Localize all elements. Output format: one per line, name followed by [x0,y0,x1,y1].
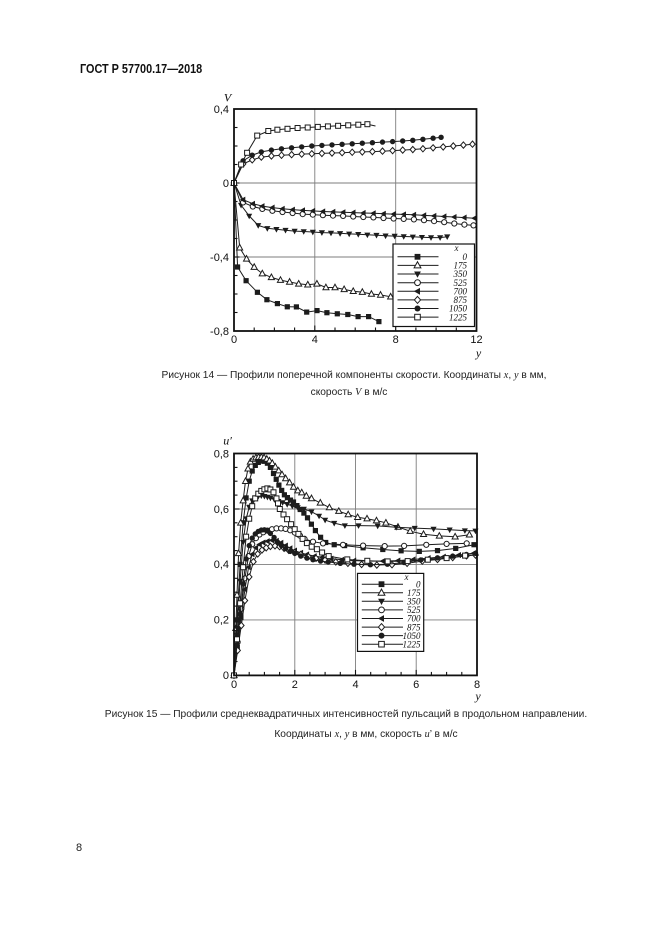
svg-text:0,4: 0,4 [214,559,229,571]
svg-text:875: 875 [454,295,468,305]
svg-text:0: 0 [463,252,468,262]
svg-text:1050: 1050 [403,631,422,641]
svg-text:4: 4 [352,679,358,691]
svg-text:-0,4: -0,4 [210,252,229,264]
svg-text:1225: 1225 [403,639,422,649]
svg-text:0,4: 0,4 [214,104,229,116]
svg-text:x: x [454,243,459,253]
svg-text:8: 8 [393,334,399,346]
svg-text:0,2: 0,2 [214,615,229,627]
svg-text:875: 875 [407,622,421,632]
svg-text:6: 6 [413,679,419,691]
svg-text:u′: u′ [223,434,232,448]
svg-text:0: 0 [223,178,229,190]
svg-text:0,6: 0,6 [214,504,229,516]
svg-text:175: 175 [454,261,468,271]
svg-text:y: y [475,346,482,360]
svg-text:2: 2 [292,679,298,691]
svg-text:1050: 1050 [449,304,468,314]
svg-text:8: 8 [474,679,480,691]
svg-text:0: 0 [231,679,237,691]
svg-text:V: V [224,91,233,105]
svg-text:x: x [404,572,409,582]
svg-text:12: 12 [470,334,482,346]
svg-text:525: 525 [454,278,468,288]
svg-text:0: 0 [223,670,229,682]
svg-text:0: 0 [416,579,421,589]
svg-text:700: 700 [454,287,468,297]
svg-text:y: y [474,689,481,703]
svg-text:4: 4 [312,334,318,346]
svg-text:175: 175 [407,588,421,598]
svg-text:350: 350 [453,269,468,279]
svg-text:0,8: 0,8 [214,448,229,460]
svg-text:0: 0 [231,334,237,346]
svg-text:1225: 1225 [449,312,468,322]
svg-text:700: 700 [407,614,421,624]
svg-text:350: 350 [406,597,421,607]
svg-text:525: 525 [407,605,421,615]
svg-text:-0,8: -0,8 [210,326,229,338]
